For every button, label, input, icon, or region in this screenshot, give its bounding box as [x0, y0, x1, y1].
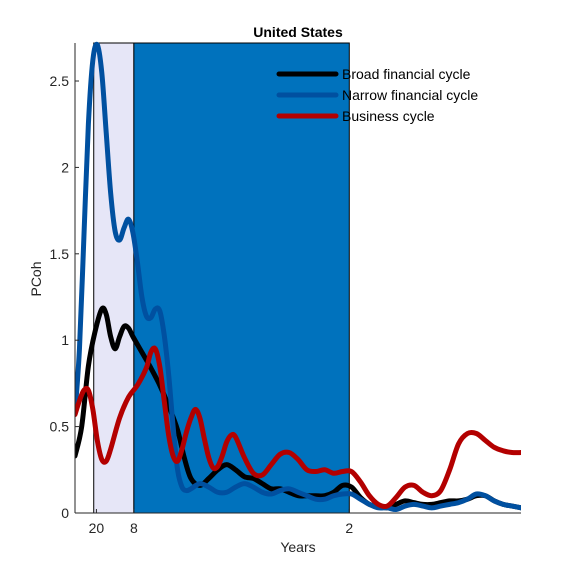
- y-tick-label: 1.5: [50, 246, 70, 262]
- series-line-business-cycle: [75, 345, 521, 510]
- y-axis-label: PCoh: [28, 261, 44, 296]
- x-tick-label: 20: [89, 520, 105, 536]
- series-group: [75, 41, 521, 513]
- legend-label-broad-financial-cycle: Broad financial cycle: [342, 66, 471, 82]
- y-tick-label: 2: [61, 159, 69, 175]
- legend-label-business-cycle: Business cycle: [342, 108, 435, 124]
- legend-label-narrow-financial-cycle: Narrow financial cycle: [342, 87, 478, 103]
- series-lines: [75, 41, 521, 513]
- x-axis-label: Years: [280, 539, 315, 555]
- series-line-narrow-financial-cycle: [75, 41, 521, 513]
- y-tick-label: 0.5: [50, 419, 70, 435]
- axes: 0 0.5 1 1.5 2 2.5 20 8 2: [50, 43, 521, 536]
- legend: Broad financial cycle Narrow financial cy…: [276, 66, 478, 124]
- series-line-broad-financial-cycle: [75, 305, 521, 511]
- y-tick-label: 2.5: [50, 73, 70, 89]
- chart-title: United States: [253, 24, 343, 40]
- x-tick-label: 2: [345, 520, 353, 536]
- y-tick-label: 0: [61, 505, 69, 521]
- y-tick-label: 1: [61, 332, 69, 348]
- x-tick-label: 8: [130, 520, 138, 536]
